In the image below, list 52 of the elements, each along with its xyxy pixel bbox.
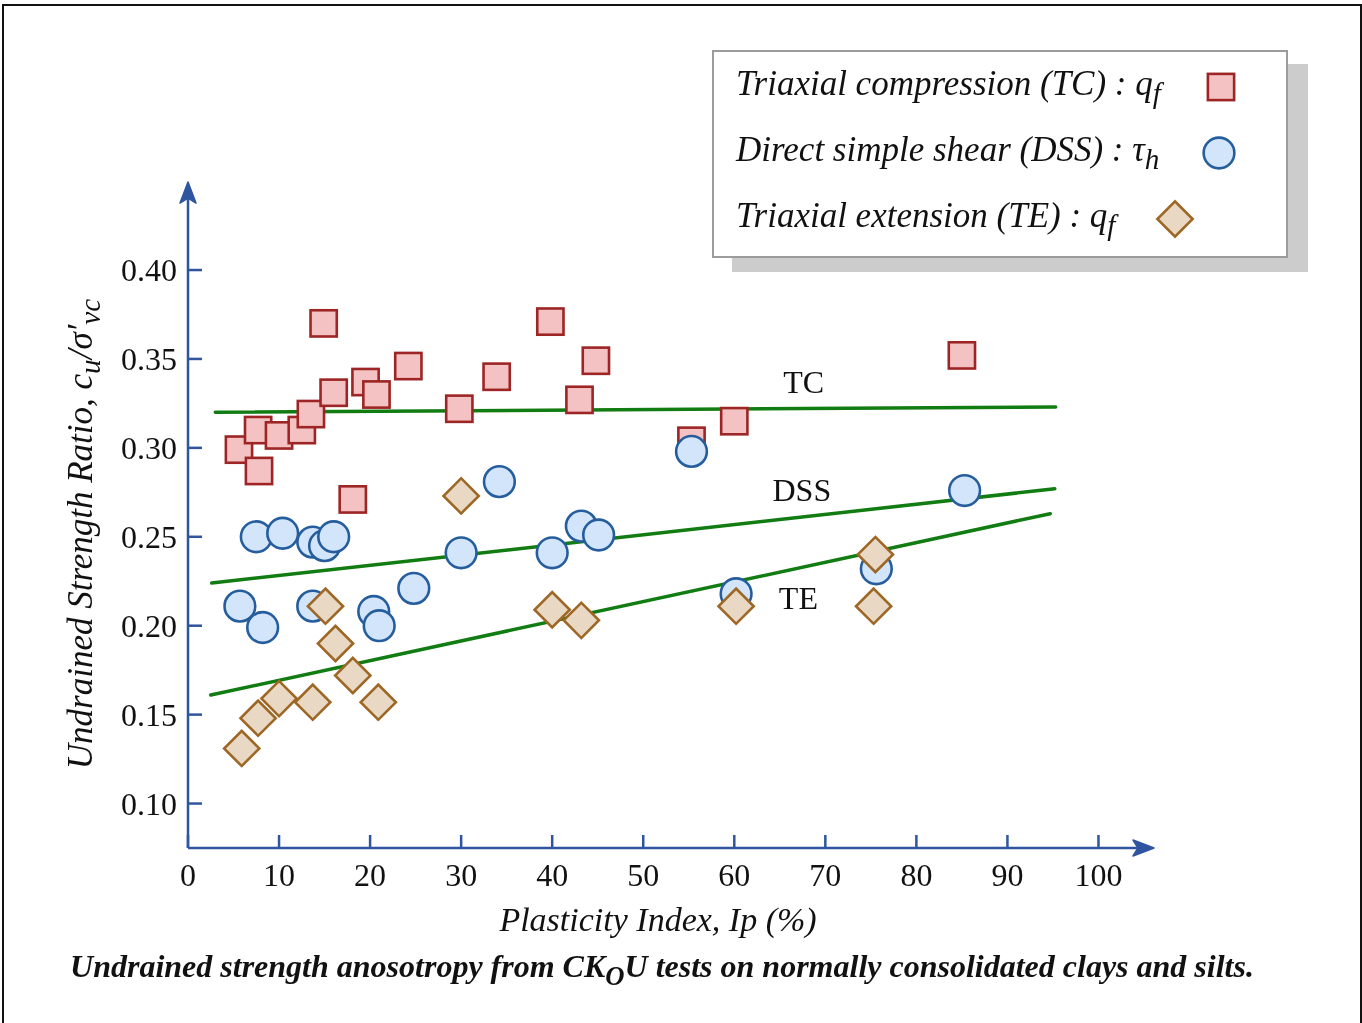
point	[535, 307, 565, 337]
point	[719, 406, 749, 436]
point	[362, 380, 391, 409]
point	[397, 571, 431, 606]
legend-label: Direct simple shear (DSS) : τ$_{h}$	[736, 130, 1160, 176]
x-tick-label: 0	[180, 857, 196, 893]
point	[535, 536, 569, 570]
point	[482, 464, 517, 499]
text: Undrained strength anosotropy from CK$_{O}$U tests on normally consolidated clays and silts.	[70, 948, 1254, 992]
point	[674, 434, 709, 469]
series-label: DSS	[772, 472, 832, 509]
series-label: TE	[778, 580, 818, 617]
point	[223, 589, 257, 623]
series-label: TC	[783, 363, 825, 400]
point	[246, 610, 280, 645]
point	[338, 485, 368, 514]
point	[239, 520, 273, 554]
point	[306, 587, 345, 626]
point	[947, 340, 977, 370]
point	[444, 394, 474, 424]
x-tick-label: 10	[263, 857, 296, 893]
point	[444, 536, 478, 570]
y-tick-label: 0.15	[121, 696, 177, 733]
x-tick-label: 70	[809, 857, 842, 893]
point	[565, 385, 594, 415]
point	[244, 456, 274, 486]
point	[581, 346, 611, 376]
x-tick-label: 100	[1074, 857, 1123, 893]
point	[362, 609, 396, 643]
point	[266, 516, 300, 550]
x-axis-title: Plasticity Index, Ip (%)	[499, 901, 817, 939]
y-tick-label: 0.10	[121, 785, 177, 822]
y-tick-label: 0.35	[121, 340, 177, 377]
point	[482, 362, 512, 392]
x-tick-label: 60	[718, 857, 751, 893]
y-tick-label: 0.25	[121, 518, 177, 555]
x-tick-label: 90	[991, 857, 1024, 893]
point	[309, 308, 339, 338]
point	[393, 351, 423, 381]
point	[947, 473, 982, 508]
x-tick-label: 40	[536, 857, 569, 893]
x-tick-label: 80	[900, 857, 933, 893]
y-tick-label: 0.30	[121, 429, 177, 466]
y-tick-label: 0.20	[121, 607, 177, 644]
point	[296, 399, 326, 429]
y-tick-label: 0.40	[121, 252, 177, 289]
x-tick-label: 20	[354, 857, 387, 893]
point	[319, 378, 349, 408]
x-tick-label: 30	[445, 857, 478, 893]
x-tick-label: 50	[627, 857, 660, 893]
point	[317, 520, 351, 554]
point	[581, 518, 616, 552]
